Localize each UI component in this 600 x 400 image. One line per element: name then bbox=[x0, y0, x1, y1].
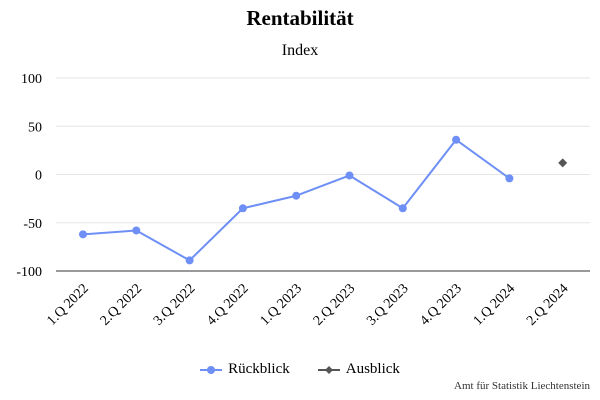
data-point bbox=[505, 174, 514, 183]
y-tick-label: 100 bbox=[21, 72, 42, 87]
data-point bbox=[132, 226, 141, 235]
x-tick-label: 4.Q 2022 bbox=[204, 281, 251, 328]
x-tick-label: 2.Q 2024 bbox=[524, 281, 571, 328]
x-tick-label: 4.Q 2023 bbox=[417, 281, 464, 328]
data-point bbox=[79, 230, 87, 239]
x-tick-label: 3.Q 2023 bbox=[364, 281, 411, 328]
x-tick-label: 1.Q 2022 bbox=[44, 281, 91, 328]
legend-item-ausblick[interactable]: Ausblick bbox=[317, 361, 400, 378]
x-tick-label: 1.Q 2023 bbox=[258, 281, 305, 328]
legend-marker-ausblick bbox=[317, 365, 340, 374]
legend-label-ausblick: Ausblick bbox=[345, 361, 400, 377]
x-tick-label: 3.Q 2022 bbox=[151, 281, 198, 328]
legend-marker-rueckblick bbox=[200, 365, 223, 374]
chart-subtitle: Index bbox=[281, 42, 319, 59]
x-tick-label: 2.Q 2023 bbox=[311, 281, 358, 328]
data-point bbox=[292, 191, 301, 200]
chart-title: Rentabilität bbox=[246, 6, 354, 30]
x-tick-label: 1.Q 2024 bbox=[471, 281, 518, 328]
y-tick-label: 50 bbox=[28, 120, 42, 135]
y-tick-label: -50 bbox=[23, 217, 42, 232]
legend-label-rueckblick: Rückblick bbox=[228, 361, 290, 377]
legend: Rückblick Ausblick bbox=[0, 361, 600, 378]
series-line bbox=[82, 138, 510, 262]
data-point bbox=[398, 204, 407, 213]
series-layer bbox=[79, 135, 568, 265]
data-point bbox=[452, 135, 461, 144]
data-point bbox=[558, 158, 568, 168]
data-point bbox=[238, 204, 247, 213]
x-tick-label: 2.Q 2022 bbox=[98, 281, 145, 328]
legend-item-rueckblick[interactable]: Rückblick bbox=[200, 361, 290, 378]
credit-text[interactable]: Amt für Statistik Liechtenstein bbox=[454, 380, 590, 392]
data-point bbox=[345, 171, 354, 180]
y-tick-label: 0 bbox=[35, 169, 42, 184]
grid-layer bbox=[56, 77, 590, 224]
data-point bbox=[185, 256, 194, 265]
y-tick-label: -100 bbox=[16, 265, 42, 280]
